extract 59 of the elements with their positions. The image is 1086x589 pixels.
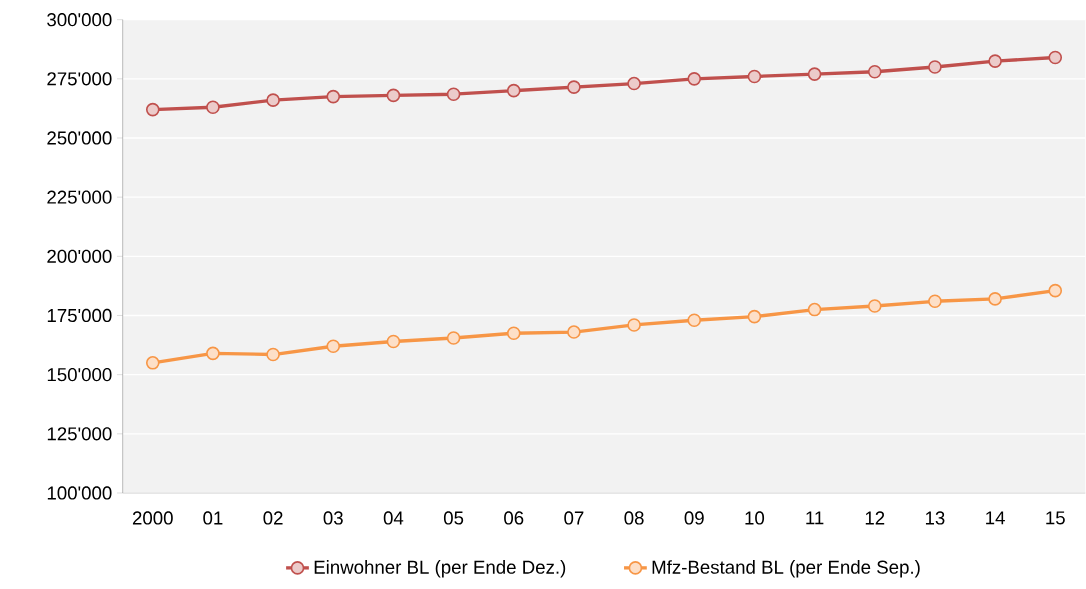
point: [807, 302, 822, 317]
point: [326, 89, 341, 104]
point: [807, 67, 822, 81]
x-tick-label: 09: [684, 511, 704, 525]
x-tick-label: 11: [806, 511, 824, 525]
x-tick-label: 02: [263, 511, 283, 525]
x-tick-label: 14: [986, 511, 1005, 525]
x-tick-label: 13: [925, 511, 945, 525]
point: [1048, 283, 1063, 298]
x-tick-label: 15: [1046, 511, 1065, 525]
point: [145, 356, 160, 370]
x-tick-label: 04: [383, 511, 404, 525]
point: [386, 334, 401, 349]
x-tick-label: 12: [865, 511, 885, 525]
point: [687, 313, 702, 328]
point: [627, 318, 641, 332]
point: [145, 102, 160, 117]
y-tick-label: 200'000: [47, 249, 112, 263]
y-tick-label: 225'000: [47, 190, 112, 204]
point: [446, 331, 461, 345]
x-tick-label: 06: [504, 511, 524, 525]
y-tick-label: 250'000: [47, 131, 112, 145]
point: [928, 60, 942, 74]
x-tick-label: 01: [203, 511, 223, 525]
y-tick-label: 100'000: [47, 486, 112, 500]
x-tick-label: 08: [624, 511, 644, 525]
point: [928, 294, 942, 309]
point: [1048, 50, 1063, 65]
point: [386, 88, 401, 103]
point: [206, 100, 220, 115]
point: [627, 76, 641, 91]
point: [506, 326, 521, 341]
point: [266, 347, 280, 362]
y-tick-label: 300'000: [47, 13, 112, 27]
y-tick-label: 275'000: [47, 72, 112, 86]
point: [747, 309, 762, 324]
point: [867, 64, 882, 79]
point: [687, 72, 702, 86]
legend-label: Mfz-Bestand BL (per Ende Sep.): [652, 560, 920, 578]
point: [747, 69, 762, 84]
x-tick-label: 05: [443, 511, 464, 525]
y-tick-label: 125'000: [47, 427, 112, 441]
point: [326, 339, 341, 354]
x-tick-label: 2000: [132, 511, 173, 525]
point: [567, 325, 581, 339]
x-tick-label: 07: [564, 511, 584, 525]
y-tick-label: 150'000: [47, 368, 112, 382]
legend-label: Einwohner BL (per Ende Dez.): [314, 560, 566, 578]
x-tick-label: 03: [323, 511, 343, 525]
y-tick-label: 175'000: [47, 308, 112, 323]
x-tick-label: 10: [745, 511, 765, 525]
point: [506, 83, 521, 98]
point: [988, 292, 1002, 306]
point: [446, 87, 461, 102]
point: [206, 346, 220, 361]
point: [266, 93, 280, 107]
point: [867, 299, 882, 313]
point: [988, 54, 1002, 68]
point: [567, 80, 581, 94]
